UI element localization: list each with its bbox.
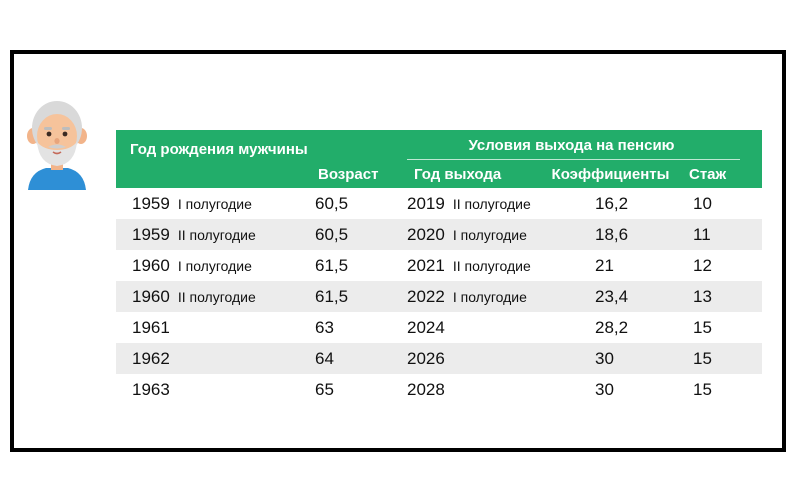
table-row: 1960 I полугодие 61,5 2021 II полугодие 21… bbox=[116, 250, 762, 281]
birth-half: I полугодие bbox=[177, 257, 252, 274]
exit-cell: 2026 bbox=[407, 343, 539, 374]
age-cell: 60,5 bbox=[311, 219, 407, 250]
age-cell: 63 bbox=[315, 317, 334, 337]
birth-year: 1960 bbox=[132, 255, 170, 275]
pension-table: Год рождения мужчины Условия выхода на п… bbox=[116, 130, 762, 405]
coefficient-cell: 28,2 bbox=[595, 317, 629, 337]
table-row: 1962 64 2026 30 15 bbox=[116, 343, 762, 374]
coefficient-cell: 21 bbox=[595, 255, 614, 275]
exit-cell: 2024 bbox=[407, 312, 539, 343]
birth-year: 1962 bbox=[132, 348, 170, 368]
table-row: 1963 65 2028 30 15 bbox=[116, 374, 762, 405]
birth-year: 1960 bbox=[132, 286, 170, 306]
exit-year: 2020 bbox=[407, 224, 445, 244]
coefficient-cell: 30 bbox=[595, 379, 614, 399]
stazh-cell: 15 bbox=[693, 317, 712, 337]
exit-year: 2021 bbox=[407, 255, 445, 275]
exit-cell: 2020 I полугодие bbox=[407, 219, 539, 250]
coefficients-column-header: Коэффициенты bbox=[539, 160, 682, 188]
birth-year: 1959 bbox=[132, 193, 170, 213]
birth-half: I полугодие bbox=[177, 195, 252, 212]
age-cell: 61,5 bbox=[315, 255, 349, 275]
birth-cell: 1959 II полугодие bbox=[116, 219, 311, 250]
exit-year-column-header: Год выхода bbox=[407, 160, 539, 188]
birth-cell: 1960 I полугодие bbox=[116, 250, 311, 281]
exit-half: II полугодие bbox=[452, 257, 531, 274]
stazh-cell: 11 bbox=[682, 219, 762, 250]
birth-cell: 1960 II полугодие bbox=[116, 281, 311, 312]
birth-year: 1963 bbox=[132, 379, 170, 399]
elderly-man-icon bbox=[27, 101, 87, 190]
stazh-cell: 13 bbox=[682, 281, 762, 312]
birth-cell: 1961 bbox=[116, 312, 311, 343]
age-cell: 65 bbox=[315, 379, 334, 399]
exit-year: 2024 bbox=[407, 317, 445, 337]
exit-cell: 2021 II полугодие bbox=[407, 250, 539, 281]
birth-cell: 1962 bbox=[116, 343, 311, 374]
table-row: 1960 II полугодие 61,5 2022 I полугодие 23… bbox=[116, 281, 762, 312]
table-row: 1961 63 2024 28,2 15 bbox=[116, 312, 762, 343]
table-row: 1959 I полугодие 60,5 2019 II полугодие 16… bbox=[116, 188, 762, 219]
stazh-column-header: Стаж bbox=[682, 160, 762, 188]
coefficient-cell: 18,6 bbox=[539, 219, 682, 250]
slide-frame: Год рождения мужчины Условия выхода на п… bbox=[10, 50, 786, 452]
table-row: 1959 II полугодие 60,5 2020 I полугодие 18… bbox=[116, 219, 762, 250]
stazh-cell: 10 bbox=[693, 193, 712, 213]
exit-half: I полугодие bbox=[452, 288, 527, 305]
stazh-cell: 12 bbox=[693, 255, 712, 275]
stazh-cell: 15 bbox=[682, 343, 762, 374]
exit-cell: 2022 I полугодие bbox=[407, 281, 539, 312]
birth-year-header: Год рождения мужчины bbox=[116, 130, 311, 188]
coefficient-cell: 23,4 bbox=[539, 281, 682, 312]
stazh-cell: 15 bbox=[693, 379, 712, 399]
birth-year: 1961 bbox=[132, 317, 170, 337]
conditions-header: Условия выхода на пенсию bbox=[311, 130, 762, 160]
exit-year: 2026 bbox=[407, 348, 445, 368]
exit-cell: 2019 II полугодие bbox=[407, 188, 539, 219]
coefficient-cell: 30 bbox=[539, 343, 682, 374]
birth-cell: 1963 bbox=[116, 374, 311, 405]
coefficient-cell: 16,2 bbox=[595, 193, 629, 213]
birth-cell: 1959 I полугодие bbox=[116, 188, 311, 219]
birth-half: II полугодие bbox=[177, 226, 256, 243]
age-cell: 64 bbox=[311, 343, 407, 374]
age-cell: 60,5 bbox=[315, 193, 349, 213]
exit-year: 2028 bbox=[407, 379, 445, 399]
age-column-header: Возраст bbox=[311, 160, 407, 188]
exit-half: I полугодие bbox=[452, 226, 527, 243]
birth-half: II полугодие bbox=[177, 288, 256, 305]
age-cell: 61,5 bbox=[311, 281, 407, 312]
exit-half: II полугодие bbox=[452, 195, 531, 212]
birth-year: 1959 bbox=[132, 224, 170, 244]
exit-cell: 2028 bbox=[407, 374, 539, 405]
exit-year: 2022 bbox=[407, 286, 445, 306]
exit-year: 2019 bbox=[407, 193, 445, 213]
